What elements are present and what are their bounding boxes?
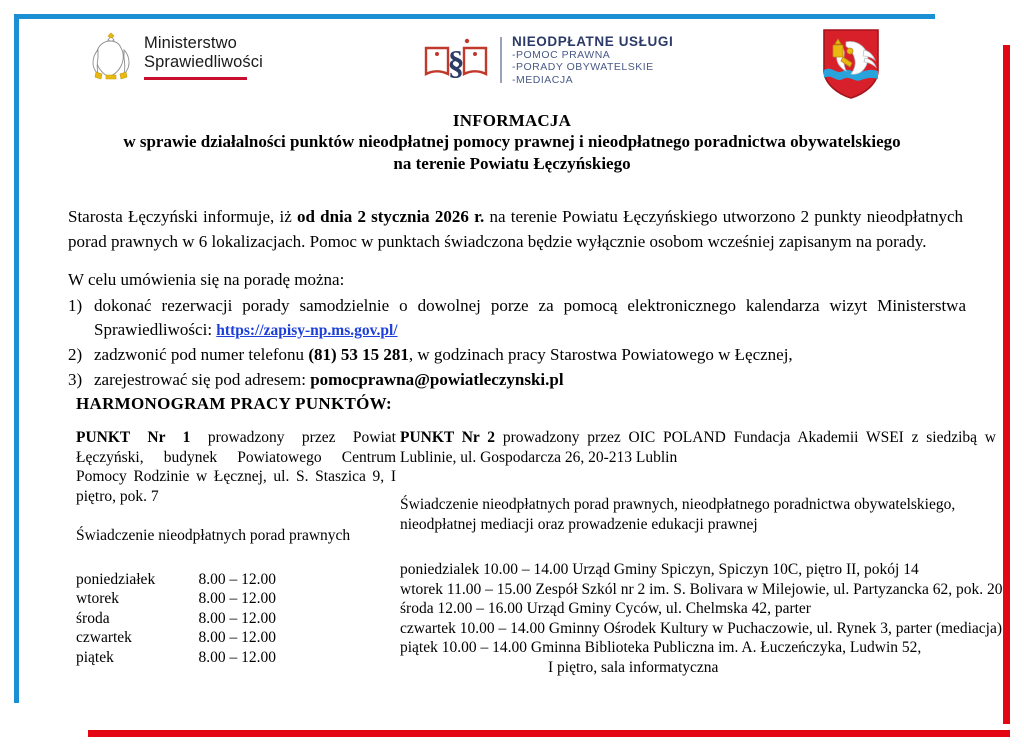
county-crest-logo — [820, 26, 882, 105]
table-row: czwartek 8.00 – 12.00 — [76, 628, 396, 648]
phone-number: (81) 53 15 281 — [308, 345, 409, 364]
list-item: piątek 10.00 – 14.00 Gminna Biblioteka P… — [400, 639, 922, 656]
svg-text:§: § — [448, 45, 465, 82]
punkt-2-heading: PUNKT Nr 2 prowadzony przez OIC POLAND F… — [400, 428, 996, 467]
day-name: piątek — [76, 648, 114, 666]
list-item-body: zarejestrować się pod adresem: — [94, 369, 311, 389]
list-item-tail: , w godzinach pracy Starostwa Powiatoweg… — [408, 345, 793, 364]
leczyna-county-coat-of-arms-icon — [823, 29, 879, 99]
table-row: środa 8.00 – 12.00 — [76, 609, 396, 629]
np-logo-sub1: -POMOC PRAWNA — [512, 48, 611, 61]
free-legal-aid-logo-text: NIEODPŁATNE USŁUGI -POMOC PRAWNA -PORADY… — [512, 34, 673, 87]
punkt-2-services: Świadczenie nieodpłatnych porad prawnych… — [400, 496, 956, 533]
list-item: środa 12.00 – 16.00 Urząd Gminy Cyców, u… — [400, 600, 811, 617]
day-hours: 8.00 – 12.00 — [198, 648, 277, 666]
list-item: 2) zadzwonić pod numer telefonu (81) 53 … — [68, 343, 966, 367]
booking-lead-text: W celu umówienia się na poradę można: — [68, 270, 345, 289]
punkt-2-address: prowadzony przez OIC POLAND Fundacja Aka… — [400, 429, 997, 466]
list-item-continuation: I piętro, sala informatyczna — [548, 658, 719, 676]
list-item-text: dokonać rezerwacji porady samodzielnie o… — [94, 294, 966, 342]
day-name: czwartek — [76, 629, 132, 646]
document-title-block: INFORMACJA w sprawie działalności punktó… — [62, 110, 962, 175]
polish-eagle-emblem-icon — [92, 32, 130, 80]
day-name: poniedziałek — [76, 570, 156, 588]
intro-paragraph: Starosta Łęczyński informuje, iż od dnia… — [68, 205, 963, 254]
title-line-2: w sprawie działalności punktów nieodpłat… — [123, 132, 901, 151]
punkt-2-hours-list: poniedzialek 10.00 – 14.00 Urząd Gminy S… — [400, 560, 1003, 677]
list-item-text: zarejestrować się pod adresem: pomocpraw… — [94, 368, 966, 392]
booking-instructions: W celu umówienia się na poradę można: 1)… — [68, 268, 966, 392]
list-item: wtorek 11.00 – 15.00 Zespół Szkól nr 2 i… — [400, 580, 1003, 598]
np-logo-sub2: -PORADY OBYWATELSKIE — [512, 61, 654, 74]
logo-divider — [500, 37, 502, 83]
list-item-number: 3) — [68, 369, 83, 389]
day-hours: 8.00 – 12.00 — [198, 609, 277, 627]
ministry-logo-red-rule — [144, 77, 247, 80]
list-item: poniedzialek 10.00 – 14.00 Urząd Gminy S… — [400, 561, 919, 578]
title-line-1: INFORMACJA — [452, 111, 572, 130]
ministry-of-justice-logo: Ministerstwo Sprawiedliwości — [88, 30, 263, 86]
decorative-red-right-bar — [1003, 45, 1010, 724]
list-item-number: 2) — [68, 345, 83, 364]
np-logo-sub3: -MEDIACJA — [512, 73, 574, 86]
punkt-2-column: PUNKT Nr 2 prowadzony przez OIC POLAND F… — [400, 428, 1003, 677]
intro-bold-date: od dnia 2 stycznia 2026 r. — [296, 207, 485, 226]
punkt-1-column: PUNKT Nr 1 prowadzony przez Powiat Łęczy… — [76, 428, 396, 667]
punkt-1-services: Świadczenie nieodpłatnych porad prawnych — [76, 527, 351, 544]
title-line-3: na terenie Powiatu Łęczyńskiego — [393, 154, 631, 173]
punkt-1-label: PUNKT Nr 1 — [76, 429, 191, 446]
punkt-1-hours-table: poniedziałek 8.00 – 12.00 wtorek 8.00 – … — [76, 570, 396, 668]
table-row: wtorek 8.00 – 12.00 — [76, 589, 396, 609]
schedule-heading: HARMONOGRAM PRACY PUNKTÓW: — [76, 394, 392, 413]
ministry-logo-text: Ministerstwo Sprawiedliwości — [144, 30, 263, 80]
day-name: środa — [76, 609, 110, 627]
day-name: wtorek — [76, 590, 120, 607]
day-hours: 8.00 – 12.00 — [198, 629, 277, 646]
legal-paragraph-books-mark-icon: § — [424, 38, 488, 82]
list-item: czwartek 10.00 – 14.00 Gminny Ośrodek Ku… — [400, 619, 1002, 637]
free-legal-aid-logo: § NIEODPŁATNE USŁUGI -POMOC PRAWNA -PORA… — [420, 32, 673, 88]
intro-text-2: na terenie Powiatu Łęczyńskiego utworzon… — [68, 207, 964, 251]
punkt-1-address: prowadzony przez Powiat Łęczyński, budyn… — [76, 429, 396, 505]
ministry-logo-line1: Ministerstwo — [144, 34, 237, 52]
decorative-red-bottom-bar — [88, 730, 1010, 737]
list-item-body: zadzwonić pod numer telefonu — [94, 345, 309, 364]
booking-calendar-link[interactable]: https://zapisy-np.ms.gov.pl/ — [216, 321, 398, 339]
punkt-1-heading: PUNKT Nr 1 prowadzony przez Powiat Łęczy… — [76, 428, 396, 506]
list-item: 1) dokonać rezerwacji porady samodzielni… — [68, 294, 966, 342]
email-address: pomocprawna@powiatleczynski.pl — [310, 369, 564, 389]
table-row: poniedziałek 8.00 – 12.00 — [76, 570, 396, 590]
intro-text-1: Starosta Łęczyński informuje, iż — [68, 207, 297, 226]
np-logo-title: NIEODPŁATNE USŁUGI — [512, 33, 674, 49]
day-hours: 8.00 – 12.00 — [198, 570, 277, 588]
punkt-2-label: PUNKT Nr 2 — [400, 429, 496, 446]
list-item-text: zadzwonić pod numer telefonu (81) 53 15 … — [94, 343, 966, 367]
day-hours: 8.00 – 12.00 — [198, 590, 277, 607]
list-item-number: 1) — [68, 296, 83, 315]
list-item: 3) zarejestrować się pod adresem: pomocp… — [68, 368, 966, 392]
header-logo-row: Ministerstwo Sprawiedliwości § NIEODPŁAT… — [60, 26, 940, 104]
list-item-body: dokonać rezerwacji porady samodzielnie o… — [94, 296, 966, 339]
ministry-logo-line2: Sprawiedliwości — [144, 53, 263, 71]
table-row: piątek 8.00 – 12.00 — [76, 648, 396, 668]
